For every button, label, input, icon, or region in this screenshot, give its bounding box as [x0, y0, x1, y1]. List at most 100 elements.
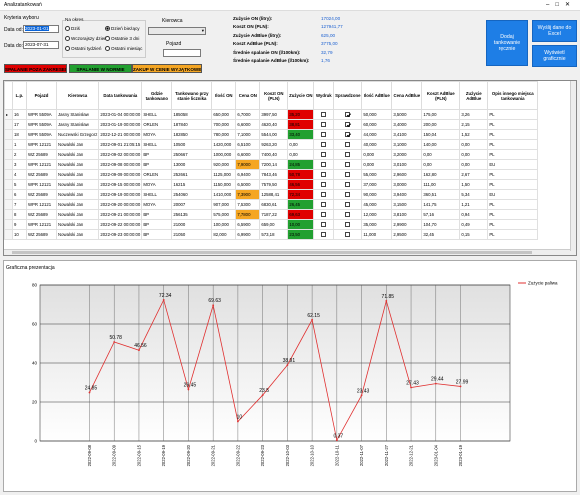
checkbox[interactable]: [321, 112, 327, 118]
cell: 7200,14: [259, 159, 289, 170]
checkbox[interactable]: [345, 122, 351, 128]
cell: 32,45: [421, 229, 461, 240]
checkbox[interactable]: [321, 212, 327, 218]
check-cell: [333, 209, 363, 220]
period-option[interactable]: Dzień bieżący: [105, 26, 140, 31]
table-row[interactable]: ▸ 16 WPR 5509A Jasny Stanisław 2023-01-04 00…: [4, 109, 539, 120]
table-row[interactable]: 2 WZ 25689 Nowalski Jan 2022-09-02 00:00:00…: [4, 149, 539, 160]
checkbox[interactable]: [345, 152, 351, 158]
cell: Nowalski Jan: [55, 149, 100, 160]
cell: 573,18: [259, 229, 289, 240]
checkbox[interactable]: [321, 202, 327, 208]
thead: L.p. Pojazd Kierowca Data tankowania Gdzie t…: [4, 81, 539, 110]
table-row[interactable]: 9 WPR 12121 Nowalski Jan 2022-09-22 00:00:0…: [4, 219, 539, 230]
radio-dot: [105, 46, 110, 51]
period-option[interactable]: Wczorajszy dzień: [65, 36, 107, 41]
v-scrollbar[interactable]: [570, 81, 576, 251]
table-row[interactable]: 1 WPR 12121 Nowalski Jan 2022-09-01 21:05:1…: [4, 139, 539, 150]
checkbox[interactable]: [345, 162, 351, 168]
vehicle-input[interactable]: [163, 49, 201, 57]
check-cell: [333, 149, 363, 160]
cell: 0,00: [459, 139, 489, 150]
cell: 104,70: [421, 219, 461, 230]
checkbox[interactable]: [321, 172, 327, 178]
date-to-input[interactable]: 2023-07-31: [23, 41, 59, 49]
data-label: 38.91: [283, 358, 296, 364]
table-row[interactable]: 8 WZ 25689 Nowalski Jan 2022-09-21 00:00:00…: [4, 209, 539, 220]
cell: 45,000: [361, 199, 393, 210]
checkbox[interactable]: [321, 152, 327, 158]
cell: BP: [141, 209, 173, 220]
cell: WPR 12121: [26, 139, 57, 150]
checkbox[interactable]: [345, 232, 351, 238]
point: [212, 304, 215, 307]
checkbox[interactable]: [321, 192, 327, 198]
column-header: Opis innego miejsca tankowania: [487, 81, 539, 110]
checkbox[interactable]: [345, 212, 351, 218]
check-cell: [313, 149, 335, 160]
period-option[interactable]: Ostatni miesiąc: [105, 46, 142, 51]
period-option[interactable]: Dziś: [65, 26, 80, 31]
row-selector: ▸: [4, 109, 13, 120]
cell: 37,000: [361, 179, 393, 190]
checkbox[interactable]: [321, 122, 327, 128]
radio-dot: [105, 26, 110, 31]
cell: 40,000: [361, 139, 393, 150]
cell: Nowalski Jan: [55, 179, 100, 190]
date-from-input[interactable]: 2023-01-01: [23, 25, 59, 33]
checkbox[interactable]: [321, 182, 327, 188]
checkbox[interactable]: [345, 172, 351, 178]
cell: Nowalski Jan: [55, 199, 100, 210]
cell: 16: [12, 109, 27, 120]
action-button[interactable]: Dodaj tankowanie ręcznie: [486, 20, 528, 66]
check-cell: [333, 229, 363, 240]
table-row[interactable]: 6 WZ 25689 Nowalski Jan 2022-09-19 00:00:00…: [4, 189, 539, 200]
checkbox[interactable]: [321, 162, 327, 168]
checkbox[interactable]: [345, 192, 351, 198]
cell: 250667: [171, 149, 213, 160]
cell: 3,2000: [391, 149, 423, 160]
cell: 920,000: [211, 159, 237, 170]
data-grid[interactable]: L.p. Pojazd Kierowca Data tankowania Gdzie t…: [3, 80, 577, 256]
period-label: Wczorajszy dzień: [71, 36, 107, 41]
action-button[interactable]: Wyświetl graficznie: [532, 45, 577, 67]
cell: Nowalski Jan: [55, 159, 100, 170]
period-option[interactable]: Ostatni tydzień: [65, 46, 101, 51]
checkbox[interactable]: [321, 132, 327, 138]
window-controls[interactable]: –□✕: [546, 2, 576, 8]
table-row[interactable]: 18 WPR 5509A Nuczewski Grzegorz 2022-12-21 …: [4, 129, 539, 140]
checkbox[interactable]: [345, 142, 351, 148]
checkbox[interactable]: [321, 232, 327, 238]
period-label: Ostatnie 3 dni: [111, 36, 140, 41]
table-row[interactable]: 5 WPR 12121 Nowalski Jan 2022-09-15 00:00:0…: [4, 179, 539, 190]
table-row[interactable]: 7 WPR 12121 Nowalski Jan 2022-09-20 00:00:0…: [4, 199, 539, 210]
period-option[interactable]: Ostatnie 3 dni: [105, 36, 139, 41]
cell: 1000,000: [211, 149, 237, 160]
table-row[interactable]: 4 WZ 25689 Nowalski Jan 2022-09-09 00:00:00…: [4, 169, 539, 180]
table-row[interactable]: 3 WPR 12121 Nowalski Jan 2022-09-08 00:00:0…: [4, 159, 539, 170]
scroll-thumb[interactable]: [12, 251, 532, 254]
cell: 17: [12, 119, 27, 130]
checkbox[interactable]: [345, 202, 351, 208]
checkbox[interactable]: [345, 132, 351, 138]
summary-value: 625,00: [321, 32, 336, 38]
h-scrollbar[interactable]: [4, 249, 576, 255]
table-row[interactable]: 17 WPR 5509A Jasny Stanisław 2023-01-19 00:…: [4, 119, 539, 130]
column-header: Data tankowania: [98, 81, 143, 110]
cell: 18: [12, 129, 27, 140]
table-row[interactable]: 10 WZ 25689 Nowalski Jan 2022-09-23 00:00:0…: [4, 229, 539, 240]
column-header: Wydruk: [313, 81, 335, 110]
radio-dot: [65, 36, 70, 41]
action-button[interactable]: Wyślij dane do Excel: [532, 20, 577, 42]
driver-combo[interactable]: ▾: [148, 27, 206, 35]
checkbox[interactable]: [345, 112, 351, 118]
checkbox[interactable]: [345, 222, 351, 228]
x-tick-label: 2022-09-20: [186, 444, 191, 466]
row-selector: [4, 179, 13, 190]
cell: 35,20: [287, 109, 315, 120]
checkbox[interactable]: [345, 182, 351, 188]
radio-dot: [65, 46, 70, 51]
checkbox[interactable]: [321, 142, 327, 148]
checkbox[interactable]: [321, 222, 327, 228]
